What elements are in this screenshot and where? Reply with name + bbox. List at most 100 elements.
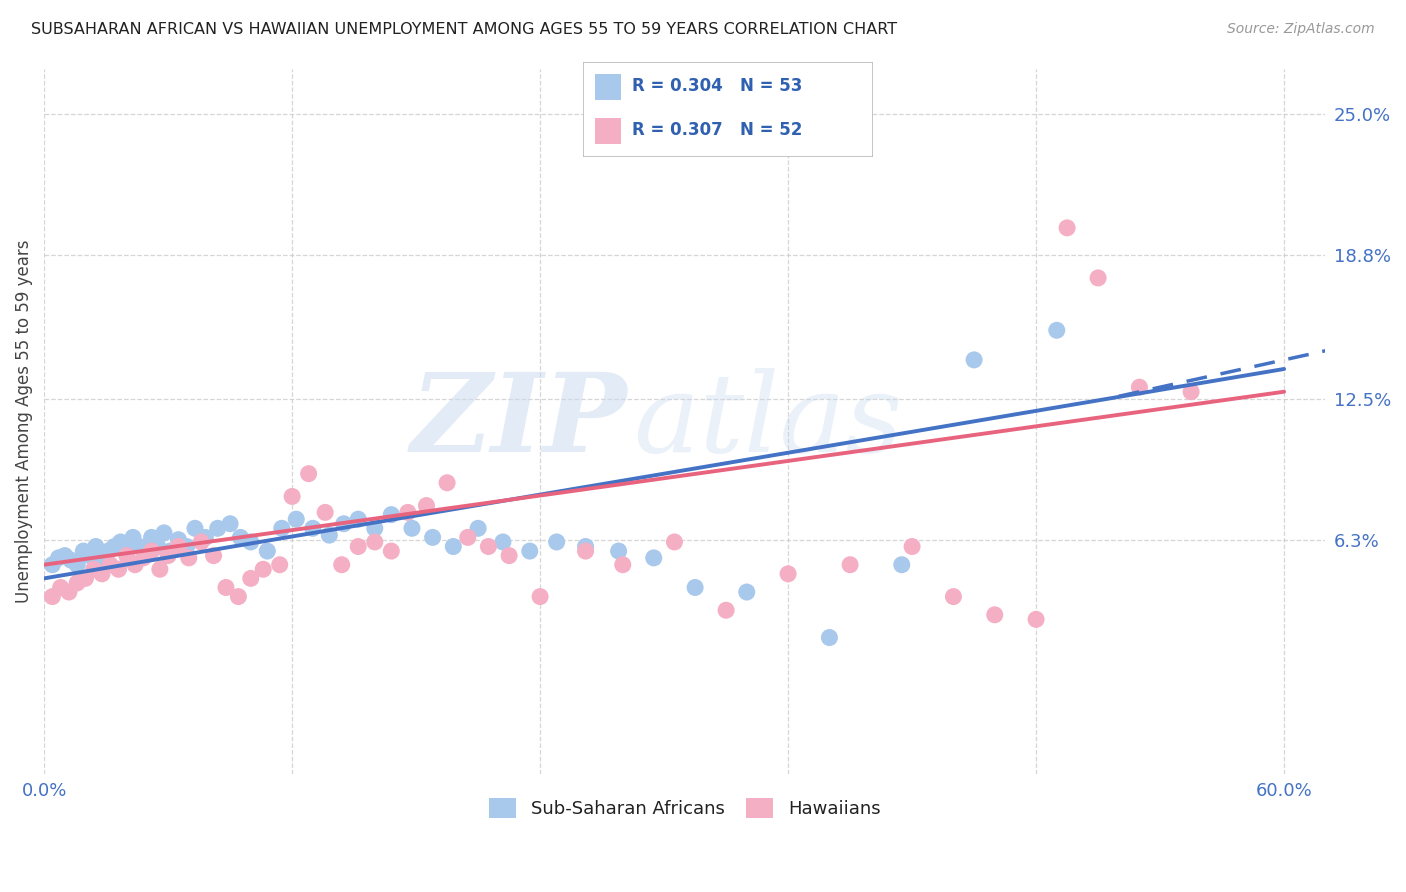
Point (66, 558, 89, 572)
Point (347, 512, 370, 526)
Point (285, 512, 308, 526)
Point (153, 525, 176, 540)
Point (167, 540, 190, 554)
Text: SUBSAHARAN AFRICAN VS HAWAIIAN UNEMPLOYMENT AMONG AGES 55 TO 59 YEARS CORRELATIO: SUBSAHARAN AFRICAN VS HAWAIIAN UNEMPLOYM… (31, 22, 897, 37)
Bar (595, 74, 621, 100)
Point (202, 549, 225, 563)
Point (364, 535, 387, 549)
Point (401, 521, 423, 535)
Point (215, 581, 238, 595)
Point (477, 540, 499, 554)
Point (269, 558, 291, 572)
Point (1180, 384, 1202, 399)
Point (314, 505, 336, 519)
Point (115, 549, 138, 563)
Point (177, 550, 200, 565)
Point (467, 521, 489, 535)
Point (1087, 271, 1109, 285)
Point (422, 530, 444, 544)
Point (66, 576, 89, 591)
Text: atlas: atlas (634, 368, 903, 475)
Point (159, 544, 181, 558)
Point (818, 631, 841, 645)
Point (134, 549, 156, 563)
Point (48, 550, 70, 565)
Point (149, 562, 172, 576)
Point (103, 540, 125, 554)
Point (683, 581, 706, 595)
Point (75, 571, 97, 585)
Point (219, 516, 242, 531)
Point (107, 562, 129, 576)
Point (1056, 220, 1078, 235)
Point (252, 562, 274, 576)
Point (1128, 380, 1150, 394)
Point (141, 544, 163, 558)
Point (270, 521, 292, 535)
Text: ZIP: ZIP (411, 368, 627, 475)
Point (380, 508, 402, 522)
Point (97, 544, 120, 558)
Point (519, 544, 541, 558)
Point (98, 558, 121, 572)
Point (167, 533, 190, 547)
Point (839, 558, 862, 572)
Point (83, 562, 105, 576)
Point (492, 535, 515, 549)
Point (778, 566, 800, 581)
Point (643, 550, 665, 565)
Point (890, 558, 912, 572)
Point (364, 521, 387, 535)
Point (256, 544, 278, 558)
Point (546, 535, 568, 549)
Point (79, 549, 101, 563)
Point (228, 590, 250, 604)
Point (58, 585, 80, 599)
Point (301, 521, 323, 535)
Point (41, 558, 63, 572)
Point (436, 475, 458, 490)
Point (901, 540, 924, 554)
Text: R = 0.307   N = 52: R = 0.307 N = 52 (633, 121, 803, 139)
Point (330, 558, 353, 572)
Point (347, 540, 370, 554)
Point (298, 467, 321, 481)
Point (91, 566, 114, 581)
Point (53, 549, 76, 563)
Point (141, 530, 163, 544)
Point (714, 603, 737, 617)
Legend: Sub-Saharan Africans, Hawaiians: Sub-Saharan Africans, Hawaiians (482, 790, 887, 825)
Point (498, 549, 520, 563)
Point (1046, 323, 1069, 337)
Point (122, 530, 145, 544)
Point (281, 490, 304, 504)
Point (457, 530, 479, 544)
Point (984, 607, 1007, 622)
Point (229, 530, 252, 544)
Point (963, 352, 986, 367)
Point (415, 499, 437, 513)
Point (132, 550, 155, 565)
Y-axis label: Unemployment Among Ages 55 to 59 years: Unemployment Among Ages 55 to 59 years (15, 240, 32, 603)
Bar (595, 118, 621, 144)
Point (49, 581, 72, 595)
Point (529, 590, 551, 604)
Point (190, 535, 212, 549)
Point (612, 558, 634, 572)
Text: R = 0.304   N = 53: R = 0.304 N = 53 (633, 78, 803, 95)
Point (318, 528, 340, 542)
Point (84, 540, 107, 554)
Text: Source: ZipAtlas.com: Source: ZipAtlas.com (1227, 22, 1375, 37)
Point (91, 553, 114, 567)
Point (128, 540, 150, 554)
Point (176, 540, 198, 554)
Point (574, 544, 596, 558)
Point (380, 544, 402, 558)
Point (41, 590, 63, 604)
Point (207, 521, 229, 535)
Point (239, 571, 262, 585)
Point (441, 540, 464, 554)
Point (239, 535, 262, 549)
Point (333, 516, 356, 531)
Point (110, 535, 132, 549)
